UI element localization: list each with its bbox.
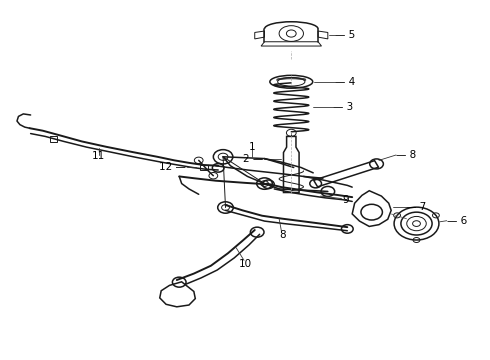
Text: 2 —: 2 —: [243, 154, 263, 164]
Text: 10: 10: [239, 259, 251, 269]
Text: 1: 1: [249, 142, 256, 152]
Text: — 5: — 5: [335, 30, 355, 40]
Text: — 6: — 6: [447, 216, 467, 226]
Text: — 4: — 4: [335, 77, 355, 87]
Text: — 7: — 7: [406, 202, 426, 212]
Text: 9: 9: [343, 195, 349, 204]
Text: 11: 11: [92, 151, 105, 161]
Text: — 3: — 3: [333, 102, 353, 112]
Text: 8: 8: [279, 230, 286, 240]
Text: 12 —: 12 —: [159, 162, 186, 172]
Text: — 8: — 8: [396, 150, 416, 160]
